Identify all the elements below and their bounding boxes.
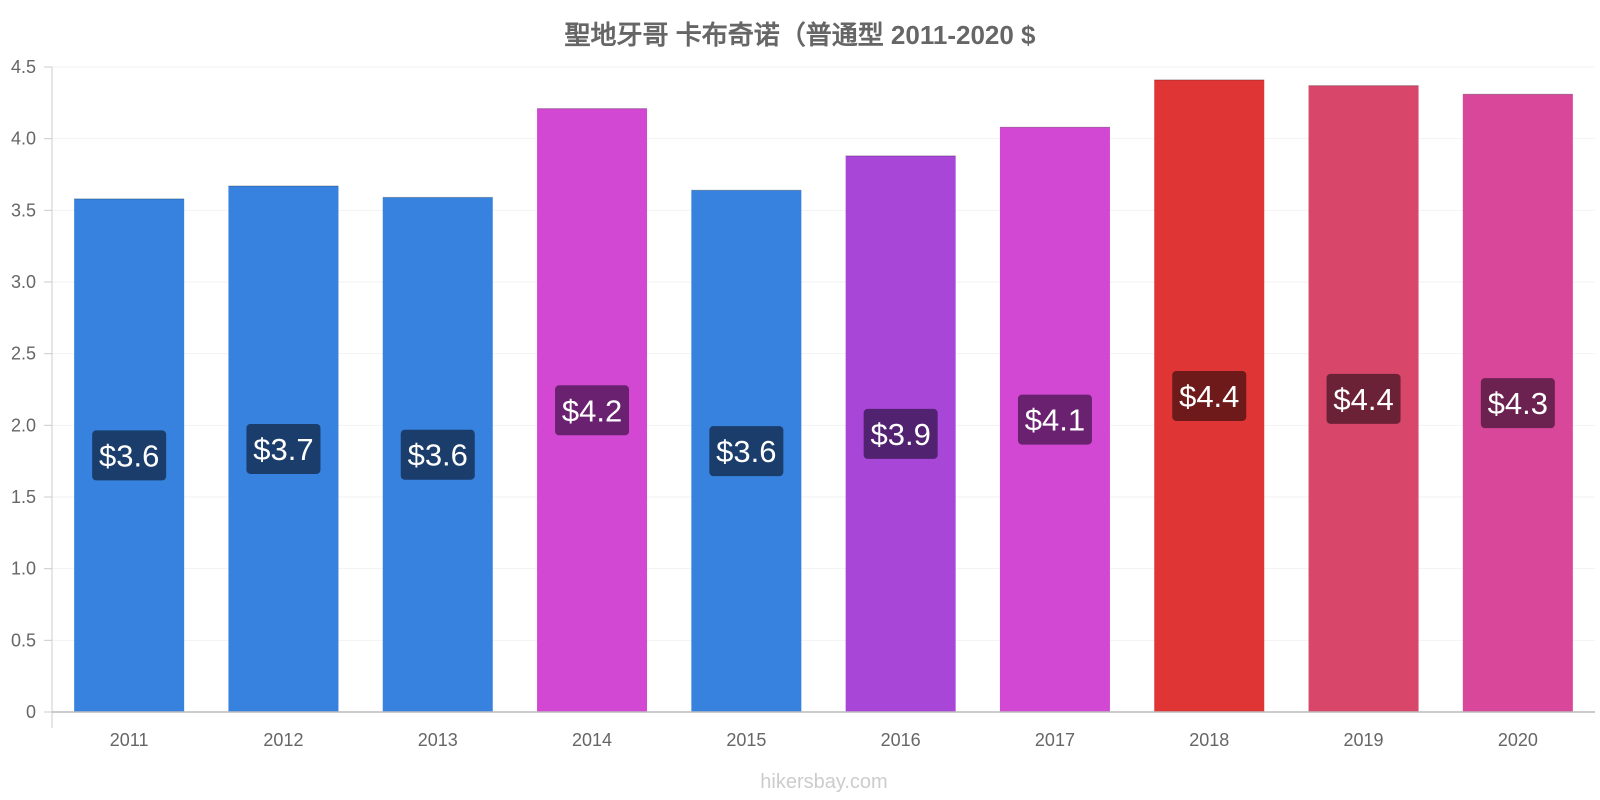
y-tick-label: 4.5 xyxy=(11,57,36,77)
data-label-2015: $3.6 xyxy=(716,434,776,469)
y-tick-label: 3.5 xyxy=(11,200,36,220)
data-label-2011: $3.6 xyxy=(99,438,159,473)
data-label-2013: $3.6 xyxy=(408,438,468,473)
data-label-2016: $3.9 xyxy=(870,417,930,452)
data-label-bg xyxy=(92,430,167,481)
data-labels: $3.6 $3.7 $3.6 $4.2 $3.6 $3.9 $4.1 $4.4 $4.4 $4.3 xyxy=(92,370,1555,481)
data-label-2019: $4.4 xyxy=(1333,382,1393,417)
data-label-bg xyxy=(555,385,630,436)
x-tick-label: 2019 xyxy=(1344,730,1384,750)
y-tick-label: 1.5 xyxy=(11,487,36,507)
data-label-2014: $4.2 xyxy=(562,393,622,428)
y-tick-label: 1.0 xyxy=(11,559,36,579)
x-tick-label: 2012 xyxy=(263,730,303,750)
data-label-bg xyxy=(246,423,321,474)
data-label-2018: $4.4 xyxy=(1179,379,1239,414)
y-tick-label: 2.0 xyxy=(11,415,36,435)
data-label-bg xyxy=(863,408,938,459)
x-tick-label: 2017 xyxy=(1035,730,1075,750)
x-tick-label: 2018 xyxy=(1189,730,1229,750)
y-tick-label: 2.5 xyxy=(11,344,36,364)
x-tick-label: 2016 xyxy=(881,730,921,750)
data-label-2017: $4.1 xyxy=(1025,403,1085,438)
data-label-2012: $3.7 xyxy=(253,432,313,467)
chart-title: 聖地牙哥 卡布奇诺（普通型 2011-2020 $ xyxy=(564,20,1036,50)
data-label-bg xyxy=(1326,373,1401,424)
x-tick-label: 2014 xyxy=(572,730,612,750)
y-tick-label: 0.5 xyxy=(11,630,36,650)
data-label-bg xyxy=(1017,394,1092,445)
watermark: hikersbay.com xyxy=(760,771,887,793)
y-tick-label: 3.0 xyxy=(11,272,36,292)
x-tick-label: 2015 xyxy=(726,730,766,750)
x-tick-label: 2013 xyxy=(418,730,458,750)
data-label-bg xyxy=(709,426,784,477)
x-tick-label: 2011 xyxy=(110,730,149,750)
y-tick-label: 0 xyxy=(26,702,36,722)
y-tick-label: 4.0 xyxy=(11,129,36,149)
data-label-bg xyxy=(400,429,475,480)
data-label-bg xyxy=(1480,378,1555,429)
data-label-bg xyxy=(1172,370,1247,421)
data-label-2020: $4.3 xyxy=(1488,386,1548,421)
axes: 0 0.5 1.0 1.5 2.0 2.5 3.0 3.5 4.0 4.5 2011 2012 2013… xyxy=(11,57,1595,750)
x-tick-label: 2020 xyxy=(1498,730,1538,750)
